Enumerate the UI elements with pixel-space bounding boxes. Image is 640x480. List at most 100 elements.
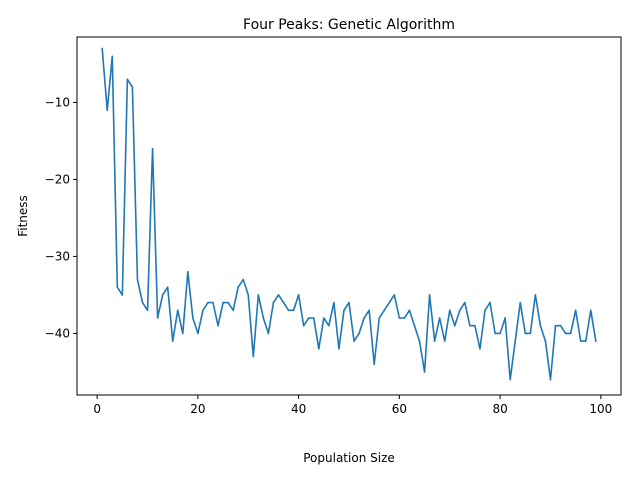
data-point	[509, 378, 511, 381]
plot-frame	[76, 36, 622, 396]
data-point	[358, 332, 360, 335]
data-point	[212, 301, 214, 304]
x-tick-label: 0	[93, 402, 101, 416]
data-point	[287, 309, 290, 312]
data-point	[197, 332, 199, 335]
data-point	[292, 309, 295, 312]
data-point	[156, 317, 159, 319]
data-point	[343, 309, 345, 312]
data-point	[262, 317, 265, 319]
data-point	[378, 317, 381, 319]
data-point	[544, 340, 547, 342]
data-point	[222, 301, 224, 304]
data-point	[277, 294, 280, 296]
data-point	[363, 317, 365, 319]
data-point	[101, 47, 103, 50]
data-point	[469, 324, 471, 327]
y-tick-label: −30	[45, 249, 70, 263]
data-point	[584, 340, 587, 342]
data-point	[257, 294, 260, 296]
data-point	[333, 301, 335, 304]
data-point	[504, 317, 506, 319]
data-point	[166, 286, 169, 289]
data-point	[161, 294, 164, 296]
data-point	[328, 324, 330, 327]
data-point	[595, 340, 597, 342]
data-point	[564, 332, 567, 335]
data-point	[554, 324, 557, 327]
data-point	[494, 332, 496, 335]
data-point	[323, 317, 325, 319]
data-point	[383, 309, 386, 312]
data-point	[413, 324, 416, 327]
data-point	[539, 324, 542, 327]
data-point	[368, 309, 370, 312]
data-point	[282, 301, 285, 304]
data-point	[187, 271, 189, 273]
data-point	[242, 278, 245, 281]
data-point	[549, 378, 552, 381]
data-point	[579, 340, 582, 342]
data-point	[408, 309, 411, 312]
data-point	[514, 340, 517, 342]
data-point	[348, 301, 350, 304]
data-point	[338, 348, 340, 350]
y-axis-title: Fitness	[16, 195, 30, 237]
data-point	[569, 332, 572, 335]
data-point	[307, 317, 310, 319]
y-tick-label: −20	[45, 172, 70, 186]
data-point	[131, 86, 134, 88]
data-point	[438, 317, 441, 319]
data-point	[202, 309, 204, 312]
data-point	[192, 317, 194, 319]
data-point	[484, 309, 486, 312]
data-point	[479, 348, 481, 350]
plot-area	[76, 36, 622, 396]
data-point	[171, 340, 174, 342]
data-point	[207, 301, 209, 304]
data-point	[121, 294, 124, 296]
data-point	[398, 317, 401, 319]
data-point	[146, 309, 149, 312]
data-point	[232, 309, 234, 312]
data-point	[237, 286, 239, 289]
data-point	[141, 301, 144, 304]
data-point	[519, 301, 522, 304]
x-tick-label: 20	[190, 402, 205, 416]
y-tick-label: −40	[45, 326, 70, 340]
x-tick-label: 60	[392, 402, 407, 416]
data-point	[534, 294, 537, 296]
y-tick-label: −10	[45, 95, 70, 109]
data-point	[312, 317, 315, 319]
series-layer	[101, 47, 597, 381]
data-point	[388, 301, 391, 304]
data-point	[524, 332, 527, 335]
data-point	[272, 301, 275, 304]
data-point	[353, 340, 355, 342]
data-point	[116, 286, 119, 289]
data-point	[418, 340, 421, 342]
data-point	[126, 78, 129, 81]
x-tick-label: 40	[291, 402, 306, 416]
data-point	[529, 332, 532, 335]
data-point	[443, 340, 446, 342]
data-point	[247, 294, 250, 296]
y-axis: −10 −20 −30 −40	[45, 95, 77, 340]
data-point	[474, 324, 476, 327]
data-point	[317, 348, 320, 350]
data-point	[574, 309, 577, 312]
data-point	[464, 301, 466, 304]
data-point	[433, 340, 436, 342]
data-point	[499, 332, 501, 335]
data-point	[252, 355, 255, 358]
chart-title: Four Peaks: Genetic Algorithm	[243, 17, 455, 33]
data-point	[217, 324, 219, 327]
data-point	[428, 294, 431, 296]
data-point	[302, 324, 305, 327]
data-point	[403, 317, 406, 319]
data-point	[181, 332, 184, 335]
data-point	[297, 294, 300, 296]
data-point	[227, 301, 229, 304]
data-point	[459, 309, 461, 312]
